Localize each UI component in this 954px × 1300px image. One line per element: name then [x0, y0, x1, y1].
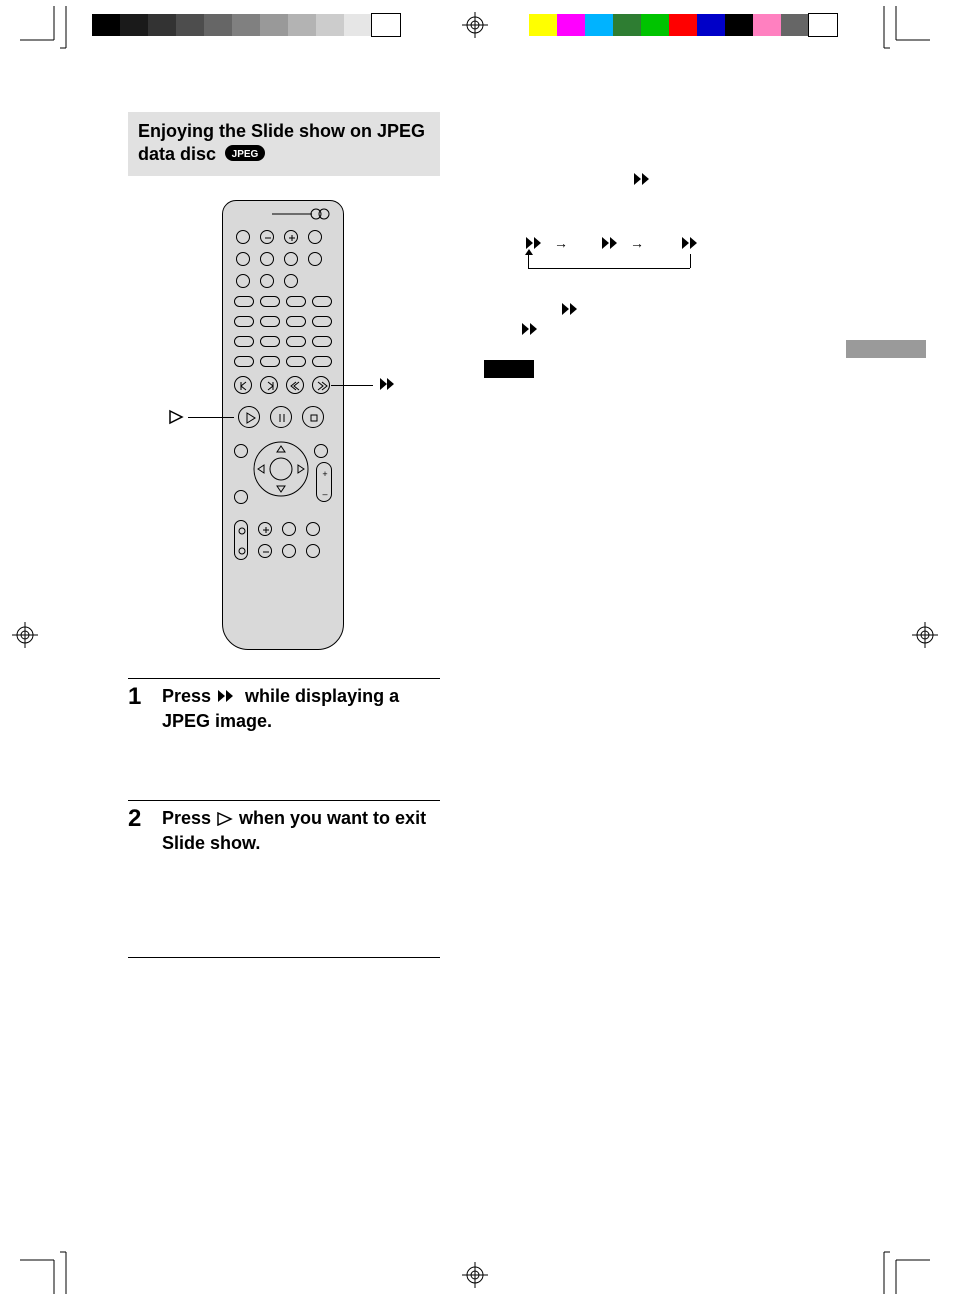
step-2-body: Slide show ends and the current image st…	[162, 860, 440, 896]
svg-text:–: –	[322, 489, 327, 499]
section-title-line1: Enjoying the Slide show on JPEG	[138, 121, 425, 141]
tip-label	[484, 360, 534, 383]
fast-forward-icon	[216, 687, 240, 710]
step-2: 2 Press when you want to exit Slide show…	[128, 807, 440, 896]
step-divider	[128, 800, 440, 801]
arrow-right-icon: →	[630, 235, 644, 251]
step-divider	[128, 678, 440, 679]
step-2-head-before: Press	[162, 808, 216, 828]
fast-forward-icon	[520, 322, 544, 341]
crop-mark-bottom-left	[20, 1248, 72, 1294]
play-button	[238, 406, 260, 428]
step-1-head-before: Press	[162, 686, 216, 706]
chapter-tab	[846, 340, 926, 358]
tip-body: You can change the slide show speed by p…	[484, 384, 804, 422]
registration-mark-icon	[12, 622, 38, 648]
registration-mark-icon	[462, 12, 488, 38]
remote-illustration: +–	[128, 200, 440, 660]
crop-mark-bottom-right	[878, 1248, 930, 1294]
jpeg-badge-icon: JPEG	[225, 144, 265, 167]
fast-forward-icon	[600, 236, 624, 255]
fast-forward-icon	[560, 302, 584, 321]
step-1: 1 Press while displaying a JPEG image. S…	[128, 685, 440, 756]
callout-line	[188, 417, 234, 418]
fast-forward-icon	[632, 172, 656, 191]
speed-cycle-diagram: → →	[464, 236, 724, 296]
right-column: Each time you press ▶▶, the Slide show s…	[464, 112, 824, 186]
play-icon	[168, 409, 184, 428]
step-number: 2	[128, 805, 141, 833]
registration-mark-icon	[462, 1262, 488, 1288]
fast-forward-icon	[378, 376, 400, 395]
callout-line	[331, 385, 373, 386]
play-icon	[216, 809, 234, 832]
crop-mark-top-left	[20, 6, 72, 52]
fast-forward-button	[312, 376, 330, 394]
section-heading: Enjoying the Slide show on JPEG data dis…	[128, 112, 440, 176]
arrow-up-icon	[524, 248, 534, 262]
registration-mark-icon	[912, 622, 938, 648]
svg-text:JPEG: JPEG	[232, 149, 259, 160]
step-number: 1	[128, 683, 141, 711]
arrow-right-icon: →	[554, 235, 568, 251]
section-title-line2: data disc	[138, 144, 216, 164]
step-divider	[128, 957, 440, 958]
color-colorbar	[529, 14, 837, 36]
grayscale-colorbar	[92, 14, 400, 36]
crop-mark-top-right	[878, 6, 930, 52]
step-1-body: Slide show starts from the current image…	[162, 738, 440, 756]
svg-text:+: +	[322, 469, 327, 479]
fast-forward-icon	[680, 236, 704, 255]
